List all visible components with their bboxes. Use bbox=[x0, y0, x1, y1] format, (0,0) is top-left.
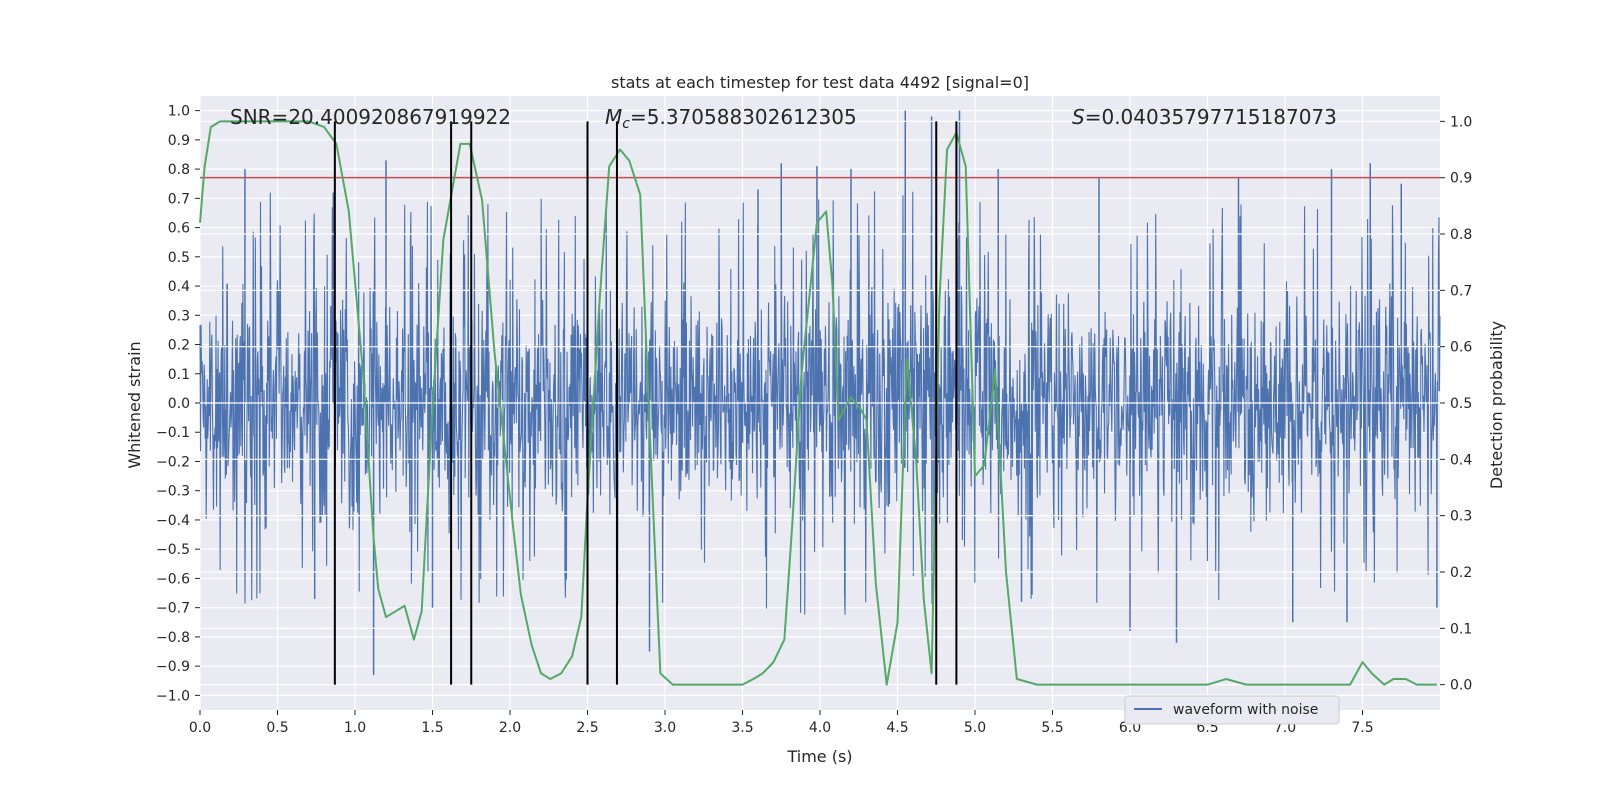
y-left-tick-label-2: −0.8 bbox=[156, 630, 190, 646]
y-right-tick-label-1: 0.1 bbox=[1450, 621, 1472, 637]
legend: waveform with noise bbox=[1124, 695, 1340, 725]
legend-box bbox=[1124, 695, 1340, 725]
x-tick-label-10: 5.0 bbox=[964, 720, 986, 736]
detection-probability-line bbox=[199, 120, 1437, 686]
x-tick-label-11: 5.5 bbox=[1041, 720, 1063, 736]
waveform-series bbox=[199, 110, 1441, 675]
y-left-tick-label-18: 0.8 bbox=[168, 162, 190, 178]
y-left-tick-label-8: −0.2 bbox=[156, 454, 190, 470]
y-left-tick-label-9: −0.1 bbox=[156, 425, 190, 441]
y-left-tick-label-10: 0.0 bbox=[168, 396, 190, 412]
y-right-tick-label-2: 0.2 bbox=[1450, 565, 1472, 581]
y-left-tick-label-11: 0.1 bbox=[168, 367, 190, 383]
x-tick-label-6: 3.0 bbox=[654, 720, 676, 736]
x-tick-label-4: 2.0 bbox=[499, 720, 521, 736]
chirp-mass-annotation: Mc=5.370588302612305 bbox=[605, 105, 857, 132]
x-tick-label-5: 2.5 bbox=[576, 720, 598, 736]
y-right-tick-label-5: 0.5 bbox=[1450, 396, 1472, 412]
y-left-tick-label-4: −0.6 bbox=[156, 571, 190, 587]
left-y-axis-ticks: −1.0 −0.9 −0.8 −0.7 −0.6 −0.5 −0.4 −0.3 −0.2 −0.1… bbox=[156, 104, 200, 704]
x-tick-label-2: 1.0 bbox=[344, 720, 366, 736]
y-right-tick-label-8: 0.8 bbox=[1450, 227, 1472, 243]
vertical-marker-lines bbox=[333, 121, 958, 685]
right-y-axis-label: Detection probability bbox=[1487, 321, 1506, 489]
left-y-axis-label: Whitened strain bbox=[125, 341, 144, 468]
y-left-tick-label-1: −0.9 bbox=[156, 659, 190, 675]
x-axis-label: Time (s) bbox=[786, 747, 852, 766]
y-right-tick-label-10: 1.0 bbox=[1450, 114, 1472, 130]
waveform-line bbox=[199, 191, 1441, 615]
y-left-tick-label-12: 0.2 bbox=[168, 338, 190, 354]
chart-title: stats at each timestep for test data 449… bbox=[611, 73, 1029, 92]
y-left-tick-label-3: −0.7 bbox=[156, 601, 190, 617]
y-right-tick-label-0: 0.0 bbox=[1450, 678, 1472, 694]
y-right-tick-label-3: 0.3 bbox=[1450, 509, 1472, 525]
x-tick-label-15: 7.5 bbox=[1351, 720, 1373, 736]
y-left-tick-label-14: 0.4 bbox=[168, 279, 190, 295]
detection-probability-series bbox=[199, 120, 1437, 686]
y-left-tick-label-19: 0.9 bbox=[168, 133, 190, 149]
x-tick-label-9: 4.5 bbox=[886, 720, 908, 736]
s-annotation: S=0.04035797715187073 bbox=[1072, 105, 1337, 129]
x-tick-label-0: 0.0 bbox=[189, 720, 211, 736]
y-left-tick-label-7: −0.3 bbox=[156, 484, 190, 500]
y-left-tick-label-16: 0.6 bbox=[168, 221, 190, 237]
y-right-tick-label-9: 0.9 bbox=[1450, 171, 1472, 187]
y-left-tick-label-5: −0.5 bbox=[156, 542, 190, 558]
snr-annotation: SNR=20.400920867919922 bbox=[230, 105, 511, 129]
y-left-tick-label-15: 0.5 bbox=[168, 250, 190, 266]
x-tick-label-8: 4.0 bbox=[809, 720, 831, 736]
y-right-tick-label-6: 0.6 bbox=[1450, 340, 1472, 356]
y-left-tick-label-13: 0.3 bbox=[168, 308, 190, 324]
y-left-tick-label-6: −0.4 bbox=[156, 513, 190, 529]
y-left-tick-label-17: 0.7 bbox=[168, 191, 190, 207]
y-right-tick-label-7: 0.7 bbox=[1450, 283, 1472, 299]
y-left-tick-label-20: 1.0 bbox=[168, 104, 190, 120]
y-right-tick-label-4: 0.4 bbox=[1450, 452, 1472, 468]
legend-label-waveform: waveform with noise bbox=[1173, 702, 1318, 718]
x-tick-label-7: 3.5 bbox=[731, 720, 753, 736]
x-tick-label-3: 1.5 bbox=[421, 720, 443, 736]
right-y-axis-ticks: 0.0 0.1 0.2 0.3 0.4 0.5 0.6 0.7 0.8 0.9 1.0 bbox=[1440, 114, 1472, 694]
x-tick-label-1: 0.5 bbox=[266, 720, 288, 736]
y-left-tick-label-0: −1.0 bbox=[156, 688, 190, 704]
